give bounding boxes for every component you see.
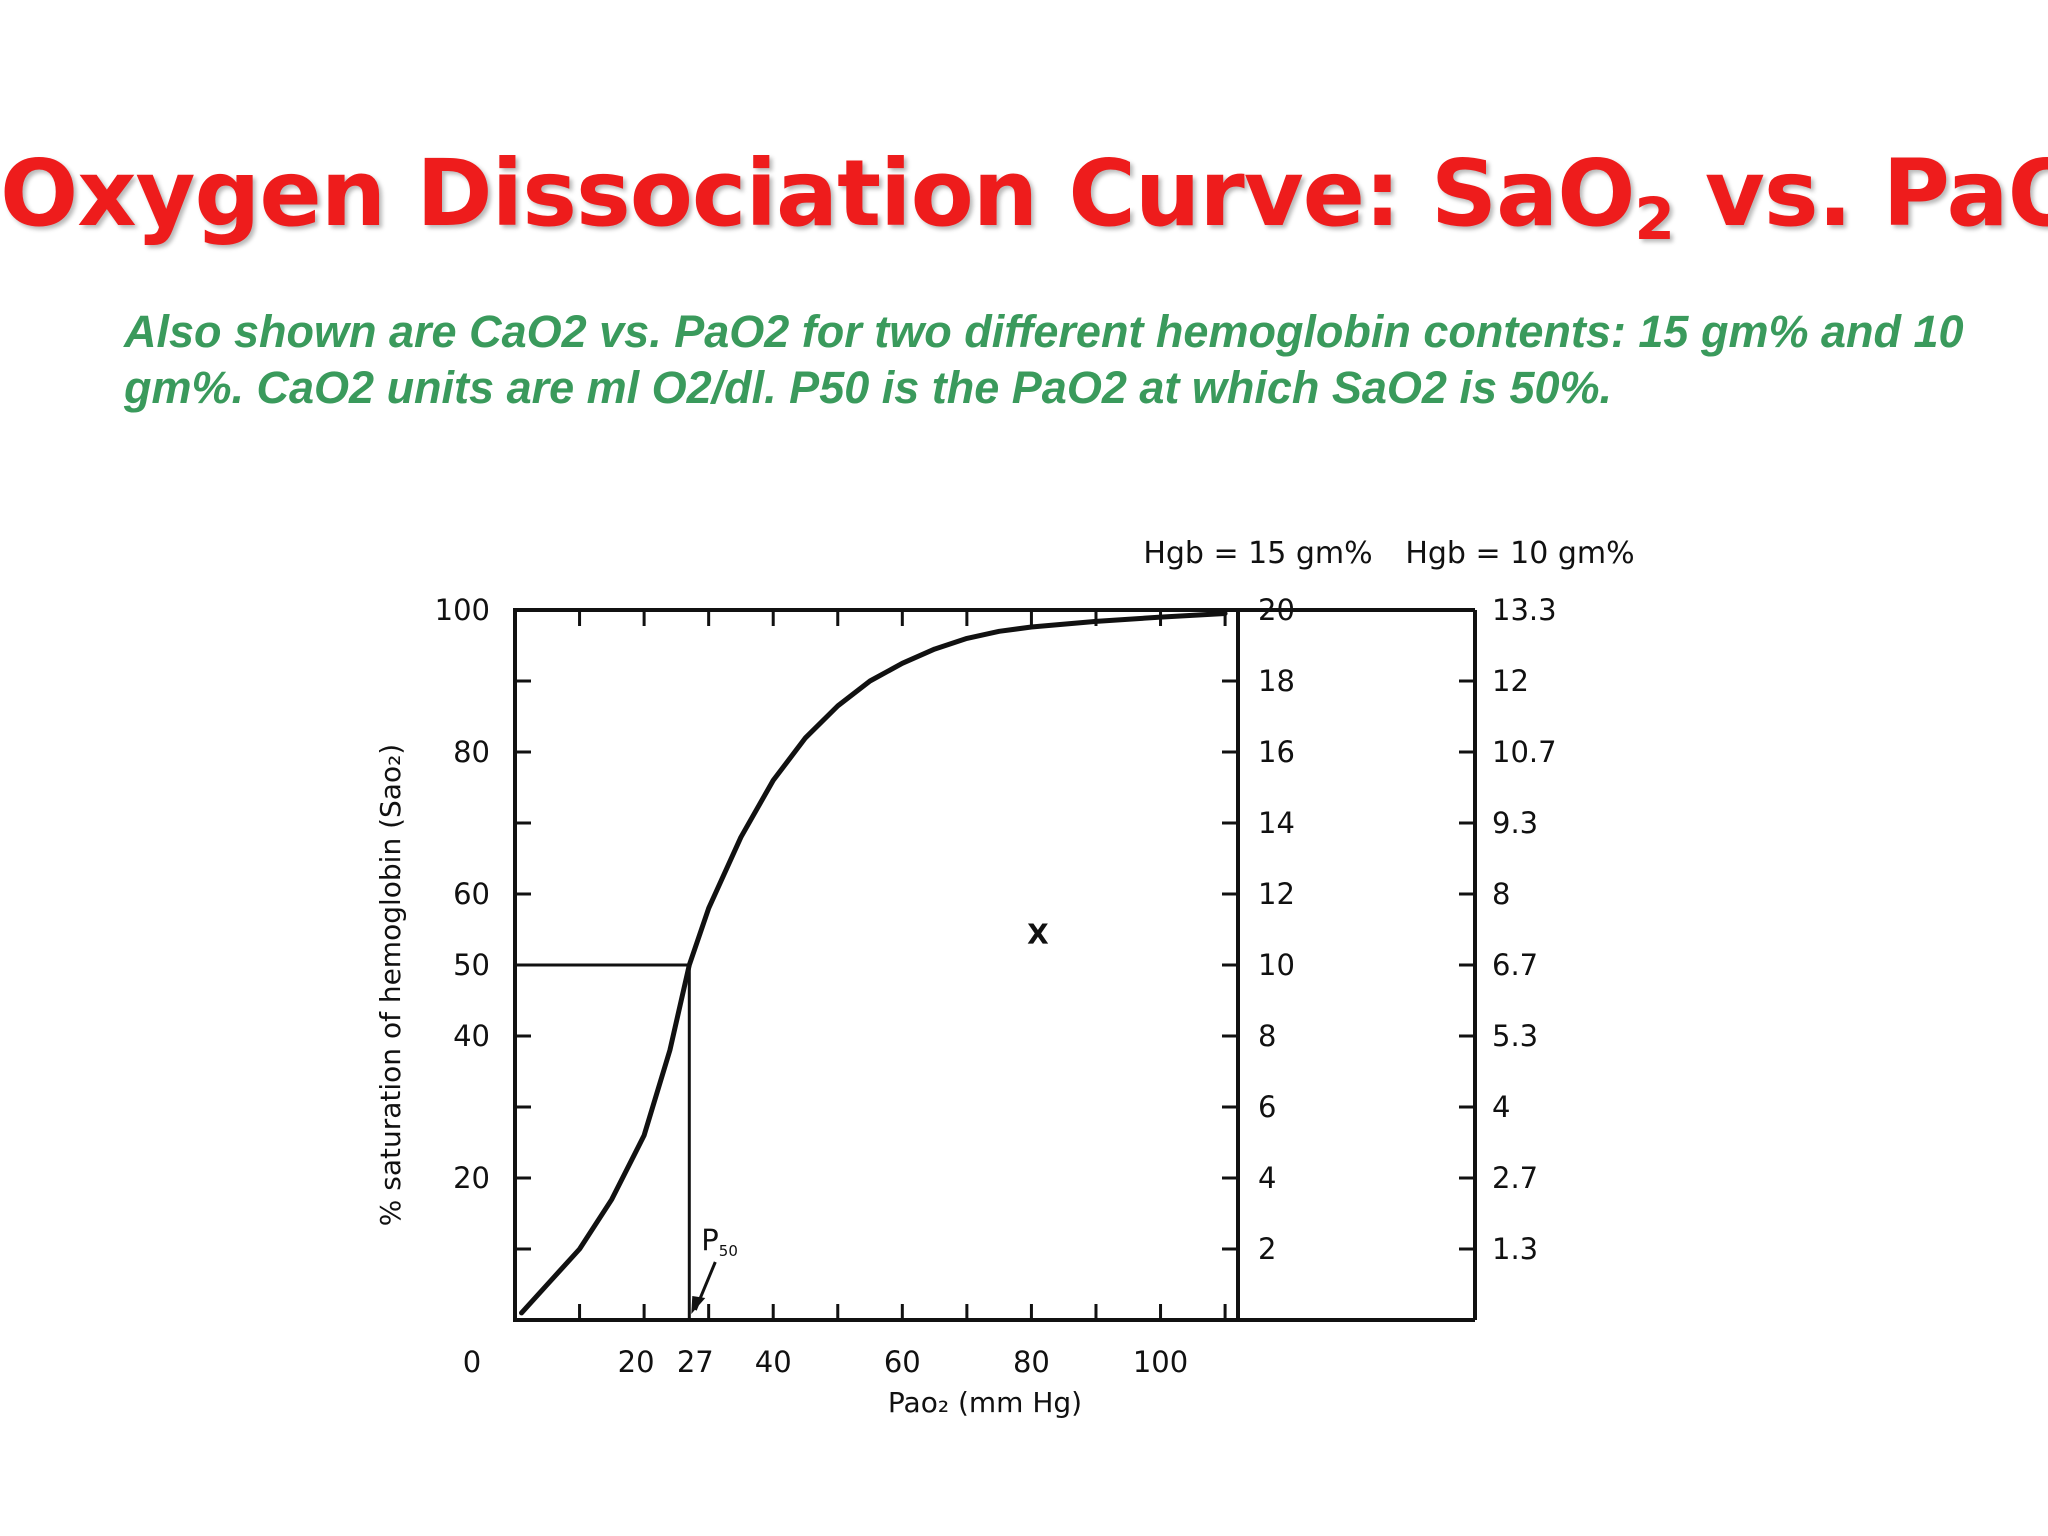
cao2-tick-label: 12 bbox=[1492, 664, 1529, 698]
cao2-tick-label: 6 bbox=[1258, 1090, 1276, 1124]
p50-guide-lines bbox=[515, 963, 691, 1320]
cao2-tick-label: 8 bbox=[1492, 877, 1510, 911]
cao2-tick-label: 20 bbox=[1258, 593, 1295, 627]
x-axis-title: Pao₂ (mm Hg) bbox=[888, 1386, 1082, 1419]
cao2-axes: 20 18 16 14 12 10 8 6 4 2 13.3 12 10.7 9.3 8 6.7 5.3 4 2.7… bbox=[1222, 593, 1557, 1266]
p50-label-text: P50 bbox=[701, 1223, 738, 1260]
cao2-tick-label: 8 bbox=[1258, 1019, 1276, 1053]
y-axis-ticks: 100 80 60 50 40 20 bbox=[435, 593, 531, 1251]
y-tick-label: 80 bbox=[453, 735, 490, 769]
slide-title: Oxygen Dissociation Curve: SaO2 vs. PaO2 bbox=[0, 140, 2048, 253]
cao2-tick-label: 2.7 bbox=[1492, 1161, 1538, 1195]
annotation-p50: P50 bbox=[691, 1223, 738, 1314]
x-tick-label: 80 bbox=[1013, 1345, 1050, 1379]
slide-subtitle: Also shown are CaO2 vs. PaO2 for two dif… bbox=[124, 306, 1964, 413]
cao2-tick-label: 16 bbox=[1258, 735, 1295, 769]
cao2-tick-label: 2 bbox=[1258, 1232, 1276, 1266]
cao2-tick-label: 9.3 bbox=[1492, 806, 1538, 840]
y-axis-title: % saturation of hemoglobin (Sao₂) bbox=[374, 744, 407, 1226]
cao2-tick-label: 4 bbox=[1492, 1090, 1510, 1124]
cao2-tick-label: 6.7 bbox=[1492, 948, 1538, 982]
cao2-tick-label: 14 bbox=[1258, 806, 1295, 840]
annotation-x: X bbox=[1027, 918, 1049, 951]
x-tick-label: 0 bbox=[463, 1345, 481, 1379]
x-tick-label: 100 bbox=[1133, 1345, 1188, 1379]
cao2-tick-label: 12 bbox=[1258, 877, 1295, 911]
hgb-15-header: Hgb = 15 gm% bbox=[1143, 536, 1372, 571]
cao2-tick-label: 13.3 bbox=[1492, 593, 1557, 627]
hgb-10-header: Hgb = 10 gm% bbox=[1405, 536, 1634, 571]
x-axis-ticks: 0 20 27 40 60 80 100 bbox=[463, 610, 1227, 1379]
cao2-tick-label: 10 bbox=[1258, 948, 1295, 982]
series-line bbox=[519, 611, 1228, 1316]
y-tick-label: 40 bbox=[453, 1019, 490, 1053]
cao2-tick-label: 18 bbox=[1258, 664, 1295, 698]
x-tick-label: 27 bbox=[677, 1345, 714, 1379]
cao2-tick-label: 4 bbox=[1258, 1161, 1276, 1195]
x-tick-label: 20 bbox=[618, 1345, 655, 1379]
y-tick-label: 60 bbox=[453, 877, 490, 911]
cao2-tick-label: 5.3 bbox=[1492, 1019, 1538, 1053]
y-tick-label: 20 bbox=[453, 1161, 490, 1195]
p50-arrowhead bbox=[691, 1296, 706, 1314]
x-tick-label: 40 bbox=[755, 1345, 792, 1379]
cao2-tick-label: 1.3 bbox=[1492, 1232, 1538, 1266]
cao2-tick-label: 10.7 bbox=[1492, 735, 1557, 769]
y-tick-label: 100 bbox=[435, 593, 490, 627]
y-tick-label: 50 bbox=[453, 948, 490, 982]
x-tick-label: 60 bbox=[884, 1345, 921, 1379]
